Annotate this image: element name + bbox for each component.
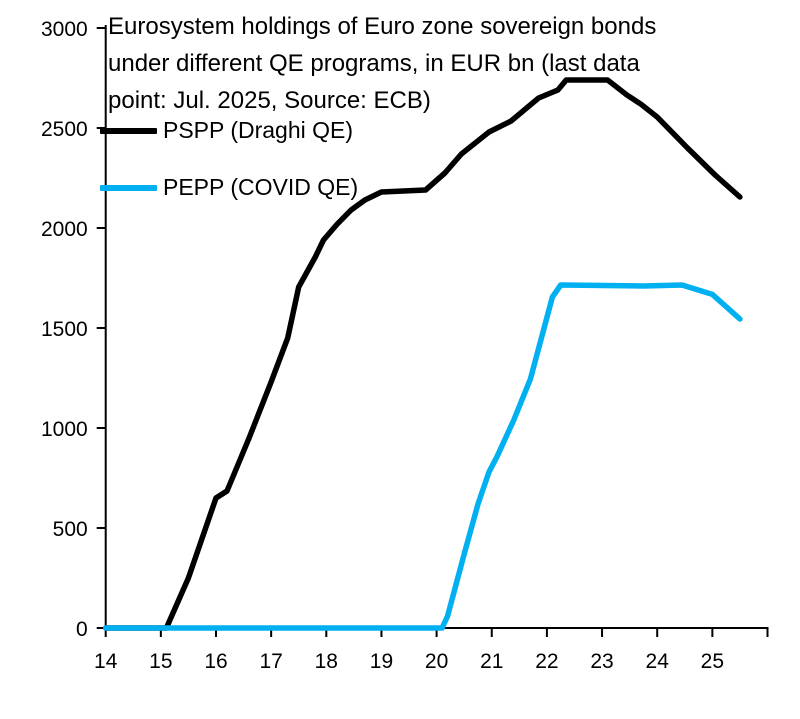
series-line-pspp: [102, 77, 743, 631]
y-tick-label: 1000: [41, 418, 88, 441]
x-tick-label: 15: [149, 650, 172, 673]
y-tick-label: 0: [76, 618, 88, 641]
chart-title-line-2: under different QE programs, in EUR bn (…: [108, 50, 640, 77]
x-tick-label: 24: [646, 650, 670, 673]
x-tick-label: 18: [315, 650, 338, 673]
legend-label-pspp: PSPP (Draghi QE): [163, 117, 354, 143]
x-tick-label: 17: [259, 650, 282, 673]
y-tick-label: 3000: [41, 18, 88, 41]
chart-legend: PSPP (Draghi QE) PEPP (COVID QE): [100, 114, 358, 204]
x-tick-label: 16: [204, 650, 227, 673]
y-tick-label: 500: [53, 518, 88, 541]
legend-label-pepp: PEPP (COVID QE): [163, 174, 359, 200]
y-tick-label: 2500: [41, 118, 88, 141]
x-tick-label: 23: [590, 650, 613, 673]
x-tick-label: 20: [425, 650, 448, 673]
chart-title: Eurosystem holdings of Euro zone soverei…: [108, 8, 748, 119]
pspp-line-swatch-icon: [100, 127, 157, 134]
series-line-pepp: [102, 282, 743, 631]
x-tick-label: 22: [535, 650, 558, 673]
legend-item-pspp: PSPP (Draghi QE): [100, 114, 358, 147]
x-tick-label: 14: [94, 650, 118, 673]
chart-title-line-1: Eurosystem holdings of Euro zone soverei…: [108, 13, 657, 40]
x-tick-label: 21: [480, 650, 503, 673]
y-tick-label: 2000: [41, 218, 88, 241]
chart-title-line-3: point: Jul. 2025, Source: ECB): [108, 87, 431, 114]
y-tick-label: 1500: [41, 318, 88, 341]
x-tick-label: 25: [701, 650, 724, 673]
pepp-line-swatch-icon: [100, 184, 157, 191]
x-tick-label: 19: [370, 650, 393, 673]
legend-item-pepp: PEPP (COVID QE): [100, 171, 358, 204]
